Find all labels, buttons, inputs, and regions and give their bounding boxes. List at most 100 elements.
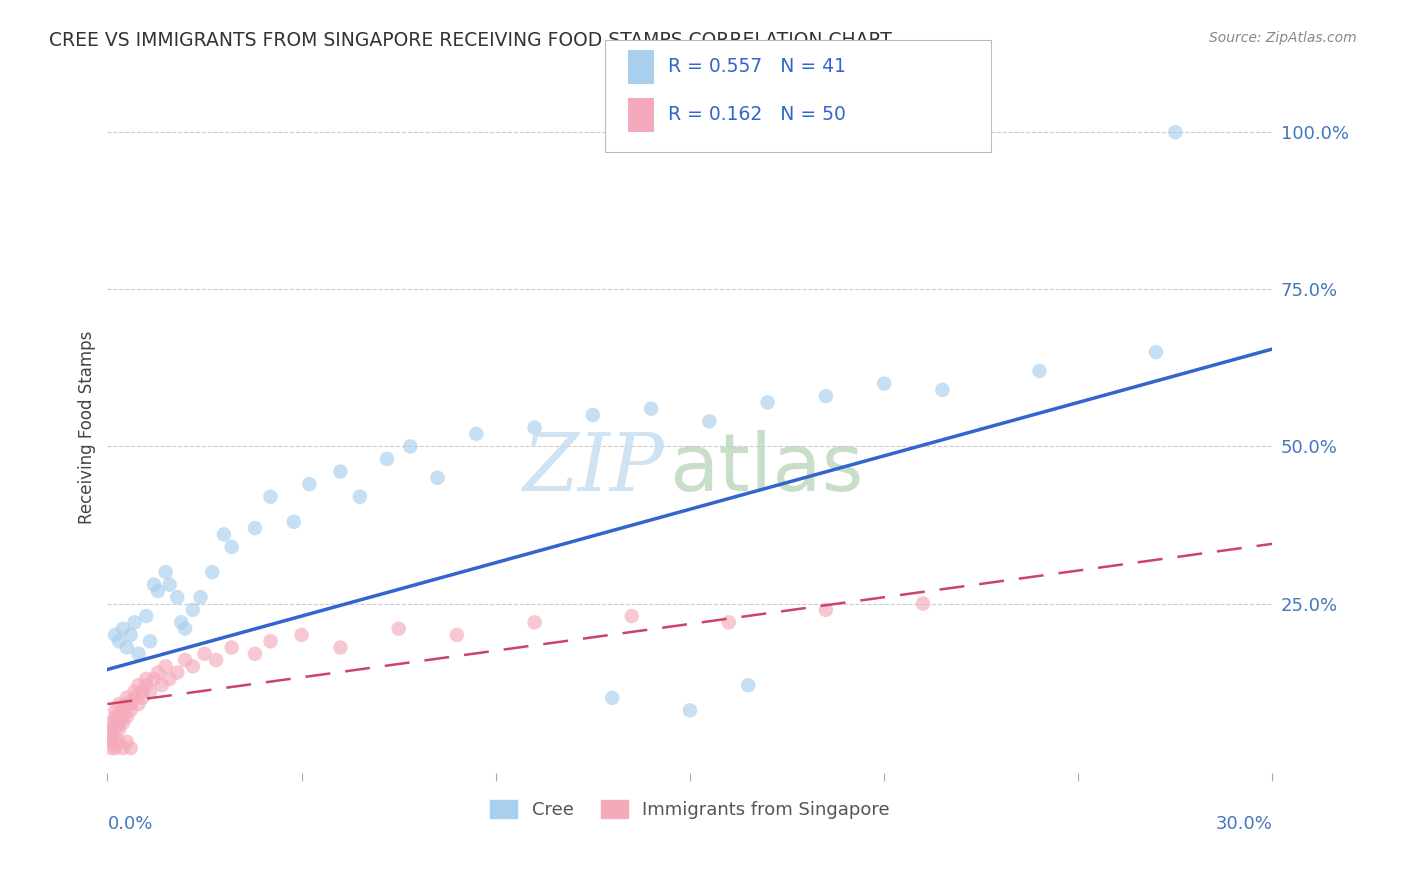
Point	[124, 615, 146, 630]
Point	[115, 735, 138, 749]
Y-axis label: Receiving Food Stamps: Receiving Food Stamps	[79, 331, 96, 524]
Text: CREE VS IMMIGRANTS FROM SINGAPORE RECEIVING FOOD STAMPS CORRELATION CHART: CREE VS IMMIGRANTS FROM SINGAPORE RECEIV…	[49, 31, 891, 50]
Point	[523, 420, 546, 434]
Point	[146, 665, 169, 680]
Point	[349, 490, 371, 504]
Point	[104, 735, 127, 749]
Point	[205, 653, 228, 667]
Point	[190, 591, 212, 605]
Point	[143, 672, 166, 686]
Point	[111, 715, 134, 730]
Point	[600, 690, 623, 705]
Point	[523, 615, 546, 630]
Point	[124, 684, 146, 698]
Point	[283, 515, 305, 529]
Point	[375, 452, 398, 467]
Point	[756, 395, 779, 409]
Point	[159, 577, 181, 591]
Point	[155, 659, 177, 673]
Point	[104, 709, 127, 723]
Point	[108, 697, 131, 711]
Point	[166, 665, 188, 680]
Point	[699, 414, 721, 428]
Point	[120, 703, 142, 717]
Point	[115, 697, 138, 711]
Point	[290, 628, 312, 642]
Point	[146, 583, 169, 598]
Point	[426, 471, 449, 485]
Point	[737, 678, 759, 692]
Point	[100, 729, 122, 743]
Point	[221, 540, 243, 554]
Text: ZIP: ZIP	[523, 430, 664, 508]
Point	[1144, 345, 1167, 359]
Point	[100, 741, 122, 756]
Point	[150, 678, 173, 692]
Point	[717, 615, 740, 630]
Point	[174, 653, 197, 667]
Point	[679, 703, 702, 717]
Point	[115, 690, 138, 705]
Point	[298, 477, 321, 491]
Point	[100, 715, 122, 730]
Point	[399, 439, 422, 453]
Point	[155, 565, 177, 579]
Point	[243, 521, 266, 535]
Point	[135, 678, 157, 692]
Text: atlas: atlas	[669, 430, 863, 508]
Point	[127, 697, 149, 711]
Text: 0.0%: 0.0%	[107, 814, 153, 832]
Point	[108, 709, 131, 723]
Legend: Cree, Immigrants from Singapore: Cree, Immigrants from Singapore	[482, 793, 897, 826]
Point	[221, 640, 243, 655]
Point	[131, 684, 153, 698]
Point	[873, 376, 896, 391]
Point	[814, 603, 837, 617]
Point	[170, 615, 193, 630]
Point	[620, 609, 643, 624]
Point	[174, 622, 197, 636]
Point	[115, 709, 138, 723]
Point	[108, 735, 131, 749]
Point	[582, 408, 605, 422]
Point	[111, 622, 134, 636]
Point	[127, 678, 149, 692]
Point	[640, 401, 662, 416]
Point	[104, 741, 127, 756]
Point	[135, 609, 157, 624]
Point	[931, 383, 953, 397]
Point	[104, 628, 127, 642]
Point	[181, 659, 204, 673]
Point	[135, 672, 157, 686]
Text: Source: ZipAtlas.com: Source: ZipAtlas.com	[1209, 31, 1357, 45]
Point	[212, 527, 235, 541]
Point	[108, 722, 131, 736]
Point	[108, 715, 131, 730]
Point	[259, 490, 281, 504]
Point	[201, 565, 224, 579]
Point	[814, 389, 837, 403]
Point	[104, 715, 127, 730]
Point	[446, 628, 468, 642]
Point	[131, 690, 153, 705]
Text: 30.0%: 30.0%	[1216, 814, 1272, 832]
Point	[120, 628, 142, 642]
Point	[139, 634, 162, 648]
Point	[329, 640, 352, 655]
Point	[120, 697, 142, 711]
Point	[100, 722, 122, 736]
Point	[243, 647, 266, 661]
Point	[115, 640, 138, 655]
Point	[1164, 125, 1187, 139]
Point	[111, 709, 134, 723]
Point	[100, 735, 122, 749]
Text: R = 0.162   N = 50: R = 0.162 N = 50	[668, 105, 846, 124]
Point	[329, 465, 352, 479]
Point	[104, 722, 127, 736]
Point	[259, 634, 281, 648]
Point	[111, 703, 134, 717]
Point	[193, 647, 215, 661]
Text: R = 0.557   N = 41: R = 0.557 N = 41	[668, 57, 846, 76]
Point	[143, 577, 166, 591]
Point	[465, 426, 488, 441]
